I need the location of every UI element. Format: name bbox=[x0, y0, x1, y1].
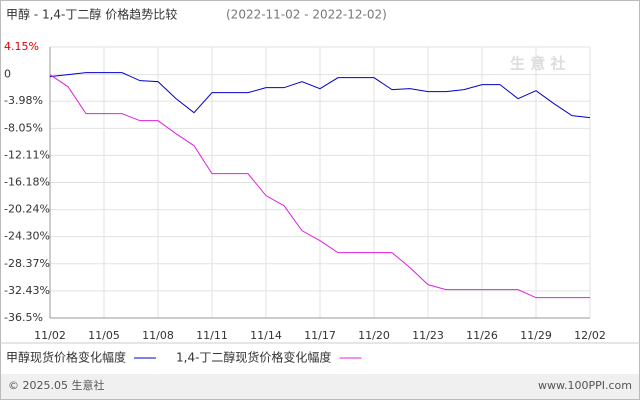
x-tick-label: 11/11 bbox=[196, 329, 228, 342]
y-tick-label: -12.11% bbox=[4, 148, 50, 161]
y-tick-label: 0 bbox=[4, 68, 11, 81]
x-tick-label: 11/20 bbox=[358, 329, 390, 342]
y-tick-label: -32.43% bbox=[4, 284, 50, 297]
x-tick-label: 11/26 bbox=[466, 329, 498, 342]
legend-label: 1,4-丁二醇现货价格变化幅度 bbox=[176, 350, 331, 365]
x-tick-label: 11/05 bbox=[88, 329, 120, 342]
series-line bbox=[49, 74, 590, 299]
y-tick-label: -24.30% bbox=[4, 230, 50, 243]
x-tick-label: 11/02 bbox=[34, 329, 66, 342]
watermark: 生 意 社 bbox=[510, 55, 565, 73]
x-tick-label: 12/02 bbox=[574, 329, 606, 342]
y-tick-label: 4.15% bbox=[4, 40, 39, 53]
y-tick-label: -20.24% bbox=[4, 203, 50, 216]
footer-left: © 2025.05 生意社 bbox=[8, 378, 104, 392]
y-tick-label: -3.98% bbox=[4, 94, 43, 107]
x-tick-label: 11/23 bbox=[412, 329, 444, 342]
footer-right: www.100PPI.com bbox=[538, 379, 632, 392]
footer-bar bbox=[1, 374, 639, 399]
x-tick-label: 11/17 bbox=[304, 329, 336, 342]
x-tick-label: 11/14 bbox=[250, 329, 282, 342]
x-tick-label: 11/29 bbox=[520, 329, 552, 342]
legend-label: 甲醇现货价格变化幅度 bbox=[6, 350, 126, 365]
y-tick-label: -16.18% bbox=[4, 176, 50, 189]
y-tick-label: -28.37% bbox=[4, 257, 50, 270]
x-tick-label: 11/08 bbox=[142, 329, 174, 342]
series-line bbox=[49, 72, 591, 119]
chart-title: 甲醇 - 1,4-丁二醇 价格趋势比较 bbox=[6, 7, 177, 22]
y-tick-label: -8.05% bbox=[4, 121, 43, 134]
y-tick-label: -36.5% bbox=[4, 311, 43, 324]
chart-subtitle: (2022-11-02 - 2022-12-02) bbox=[226, 8, 387, 22]
